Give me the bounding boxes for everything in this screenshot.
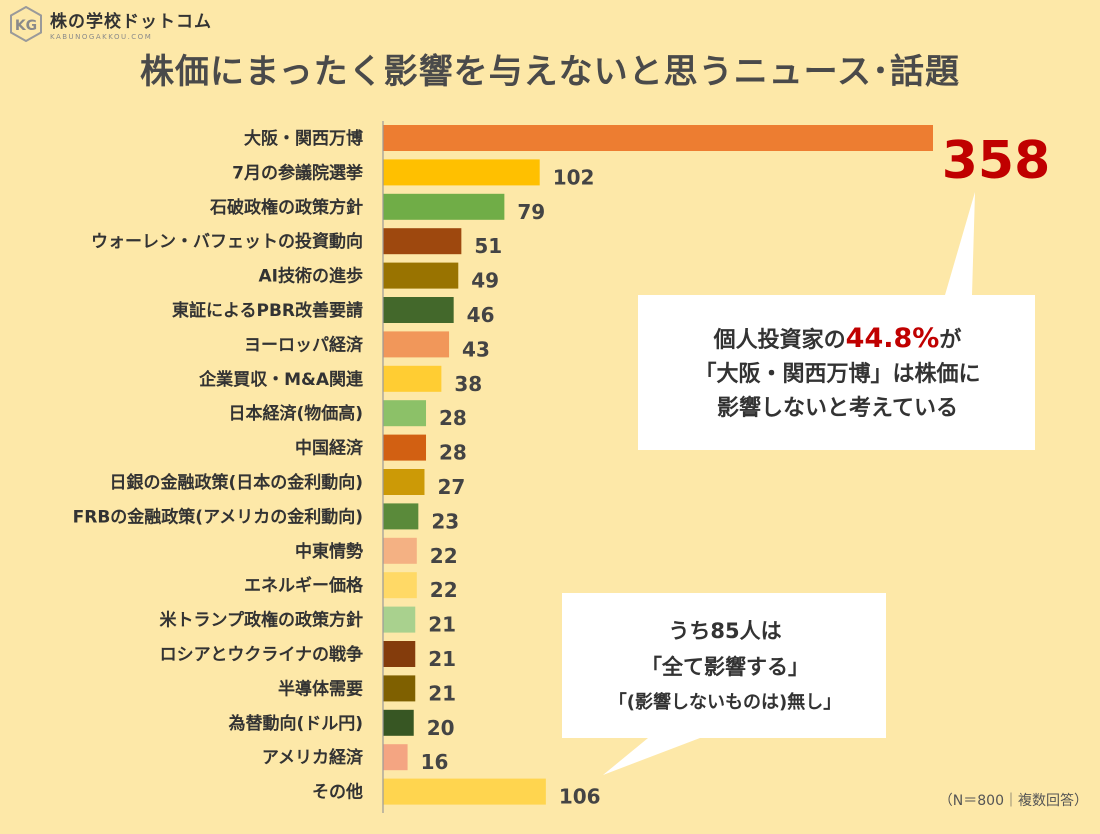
value-label-5: 49 [471,269,499,293]
value-label-2: 102 [553,165,595,189]
bar-16 [383,641,416,667]
value-label-17: 21 [428,681,456,705]
category-label-11: 日銀の金融政策(日本の金利動向) [109,472,363,493]
value-label-6: 46 [467,303,495,327]
logo: KG 株の学校ドットコム KABUNOGAKKOU.COM [8,6,212,42]
category-label-15: 米トランプ政権の政策方針 [160,610,364,631]
value-label-11: 27 [437,475,465,499]
callout-main-line1-pre: 個人投資家の [713,328,846,353]
category-label-20: その他 [312,782,363,803]
bar-7 [383,331,450,358]
logo-mark-icon: KG [10,6,42,42]
sample-note: （N＝800｜複数回答） [938,793,1088,809]
category-label-4: ウォーレン・バフェットの投資動向 [91,231,363,252]
category-label-8: 企業買収・M&A関連 [198,369,364,390]
value-label-3: 79 [517,200,545,224]
callout-main-text: 個人投資家の44.8%が 「大阪・関西万博」は株価に 影響しないと考えている [640,322,1035,426]
category-label-10: 中国経済 [295,438,364,459]
bar-10 [383,434,427,461]
callout-other-text: うち85人は 「全て影響する」 「(影響しないものは)無し」 [565,613,885,721]
category-label-1: 大阪・関西万博 [244,128,363,149]
bar-2 [383,159,540,186]
value-label-10: 28 [439,441,467,465]
value-label-16: 21 [428,647,456,671]
bars-layer [383,125,933,805]
value-label-9: 28 [439,406,467,430]
callout-main-highlight: 44.8% [845,323,940,354]
bar-14 [383,572,417,599]
labels-layer: 大阪・関西万博 358 7月の参議院選挙 102 石破政権の政策方針 79 ウォーレン・バフ… [73,128,1051,809]
value-label-18: 20 [427,716,455,740]
bar-19 [383,744,408,771]
value-label-13: 22 [430,544,458,568]
chart-title: 株価にまったく影響を与えないと思うニュース･話題 [140,52,960,92]
callout-main-line2: 「大阪・関西万博」は株価に [694,362,981,387]
bar-15 [383,606,416,633]
value-label-highlight: 358 [942,131,1051,191]
value-label-19: 16 [421,750,449,774]
callout-bubble-other [562,593,886,775]
logo-name: 株の学校ドットコム [50,12,212,32]
category-label-16: ロシアとウクライナの戦争 [160,644,363,665]
callout-bubble-main [638,192,1035,450]
bar-5 [383,262,459,289]
category-label-14: エネルギー価格 [244,575,364,596]
bar-20 [383,778,546,805]
bar-11 [383,469,425,495]
bar-18 [383,709,414,736]
logo-subtitle: KABUNOGAKKOU.COM [50,33,153,41]
category-label-3: 石破政権の政策方針 [209,197,363,218]
callout-main-line1-post: が [939,328,962,353]
value-label-12: 23 [431,509,459,533]
category-label-7: ヨーロッパ経済 [244,334,364,355]
category-label-18: 為替動向(ドル円) [228,713,363,734]
bar-6 [383,297,454,323]
category-label-5: AI技術の進歩 [259,266,363,287]
bar-3 [383,193,505,220]
callout-other-line1: うち85人は [668,619,782,643]
category-label-6: 東証によるPBR改善要請 [172,300,363,321]
bar-12 [383,503,419,530]
category-label-13: 中東情勢 [295,541,363,562]
value-label-15: 21 [428,613,456,637]
callout-other-line2: 「全て影響する」 [641,655,809,679]
category-label-19: アメリカ経済 [262,747,364,768]
bar-13 [383,537,417,564]
bar-9 [383,400,427,427]
category-label-12: FRBの金融政策(アメリカの金利動向) [73,506,363,527]
value-label-20: 106 [559,785,601,809]
category-label-9: 日本経済(物価高) [228,403,363,424]
bar-8 [383,365,442,392]
category-label-17: 半導体需要 [278,678,363,699]
category-label-2: 7月の参議院選挙 [232,162,364,183]
value-label-7: 43 [462,337,490,361]
callout-other-line3: 「(影響しないものは)無し」 [608,692,842,713]
value-label-8: 38 [454,372,482,396]
callout-main-line3: 影響しないと考えている [717,396,958,421]
logo-mark-text: KG [15,18,37,34]
bar-17 [383,675,416,702]
bar-1 [383,125,933,151]
value-label-14: 22 [430,578,458,602]
value-label-4: 51 [474,234,502,258]
bar-4 [383,228,462,255]
